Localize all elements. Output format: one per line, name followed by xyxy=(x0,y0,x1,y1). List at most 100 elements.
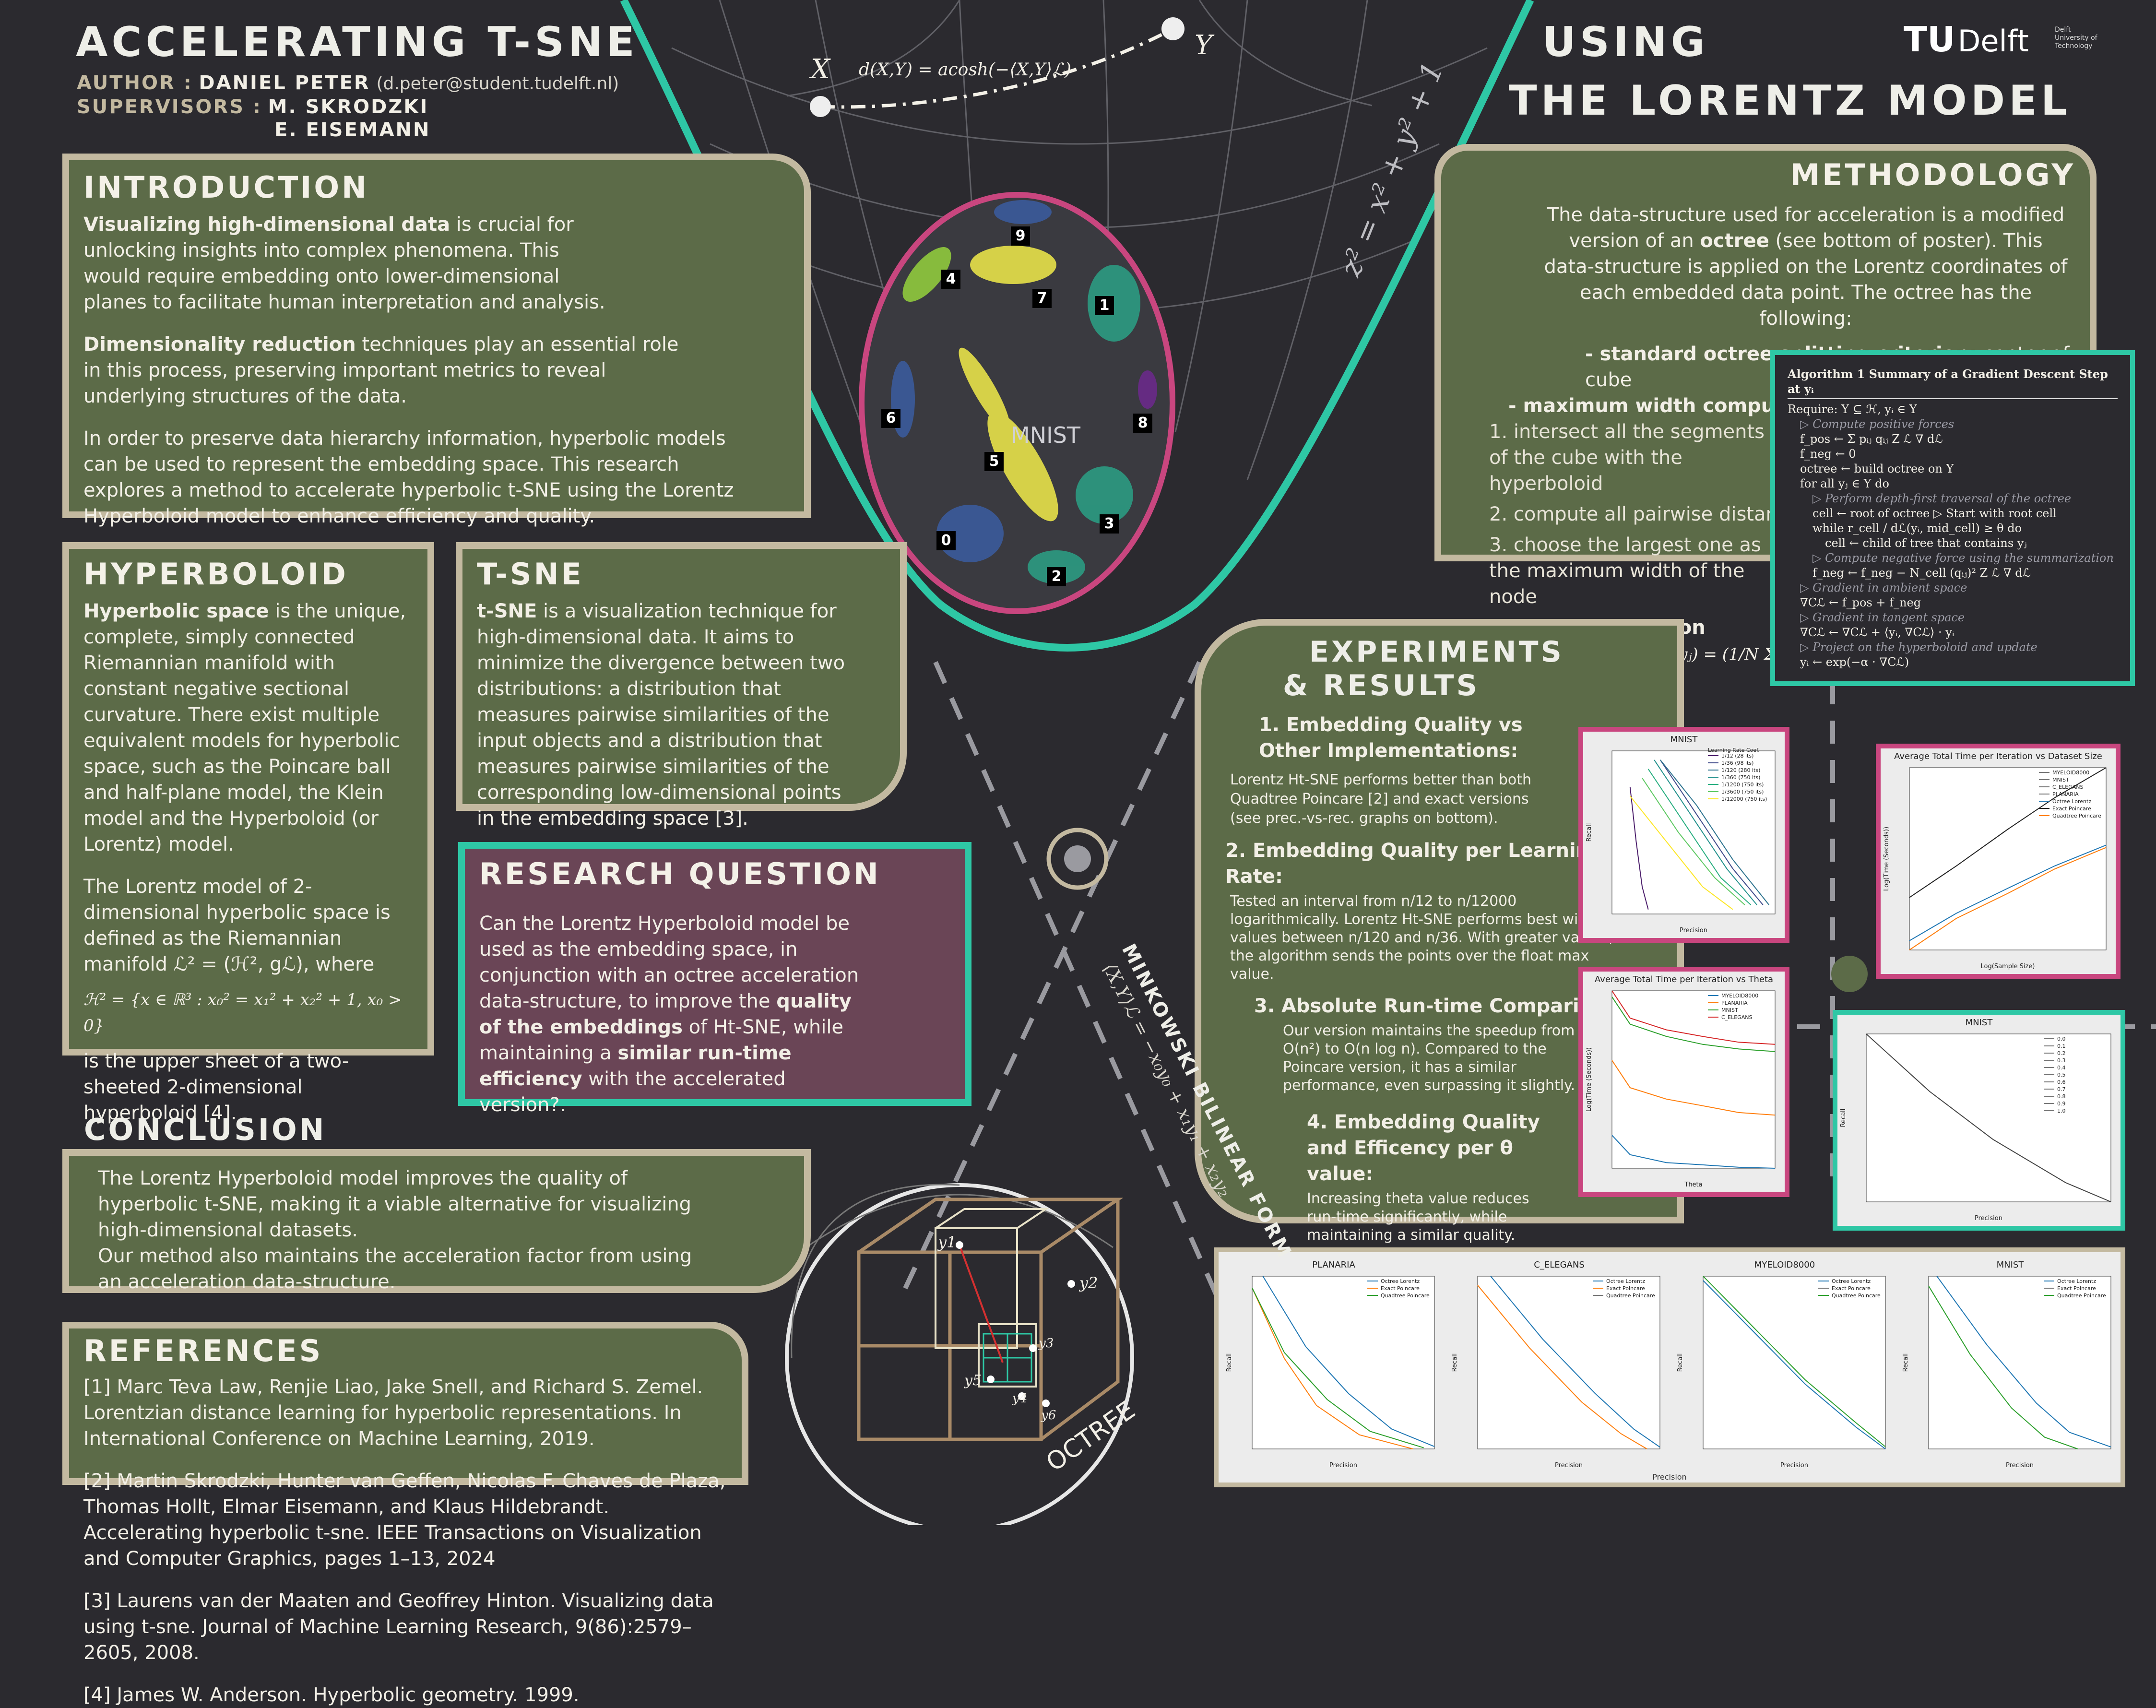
x-axis-label: Precision xyxy=(1975,1215,2002,1222)
series-line xyxy=(1659,759,1770,905)
legend-label: 0.1 xyxy=(2057,1043,2066,1049)
algorithm-line: ▷ Compute negative force using the summa… xyxy=(1812,551,2114,565)
experiments-panel: EXPERIMENTS & RESULTS 1. Embedding Quali… xyxy=(1195,619,1684,1244)
algorithm-line: ∇Cℒ ← ∇Cℒ + ⟨yᵢ, ∇Cℒ⟩ · yᵢ xyxy=(1800,626,1955,639)
x-axis-label: Precision xyxy=(1680,927,1707,934)
series-line xyxy=(1654,759,1757,905)
tudelft-logo: TU Delft Delft University of Technology xyxy=(1904,19,2097,62)
legend-label: MYELOID8000 xyxy=(1721,993,1758,999)
exp-3-text: Our version maintains the speedup from O… xyxy=(1283,1022,1576,1094)
legend-label: 1/360 (750 its) xyxy=(1721,774,1760,781)
legend-label: 0.9 xyxy=(2057,1101,2066,1107)
y-axis-label: Recall xyxy=(1840,1109,1847,1127)
intro-bold-2: Dimensionality reduction xyxy=(83,333,356,356)
legend-label: C_ELEGANS xyxy=(1721,1014,1752,1020)
legend-label: Quadtree Poincare xyxy=(2052,813,2101,819)
tsne-heading: T-SNE xyxy=(477,557,584,592)
legend-label: MNIST xyxy=(2052,777,2069,783)
reference-item: [2] Martin Skrodzki, Hunter van Geffen, … xyxy=(83,1470,726,1570)
references-panel: REFERENCES [1] Marc Teva Law, Renjie Lia… xyxy=(62,1322,748,1706)
legend-label: Exact Poincare xyxy=(1381,1285,1420,1292)
algorithm-line: while r_cell / dℒ(yᵢ, mid_cell) ≥ θ do xyxy=(1812,522,2022,535)
legend-label: Octree Lorentz xyxy=(1832,1278,1871,1284)
y-axis-label: Recall xyxy=(1677,1353,1684,1372)
research-question-text: Can the Lorentz Hyperboloid model be use… xyxy=(479,911,877,1118)
series-line xyxy=(1647,769,1752,905)
series-line xyxy=(1611,996,1776,1052)
algorithm-line: ▷ Project on the hyperboloid and update xyxy=(1800,640,2038,654)
supervisors-line: SUPERVISORS : M. SKRODZKI xyxy=(77,96,428,118)
series-line xyxy=(1909,844,2107,941)
author-label: AUTHOR : xyxy=(77,72,193,94)
series-line xyxy=(1642,778,1745,905)
digit-label: 8 xyxy=(1133,414,1152,433)
methodology-step: 3. choose the largest one as the maximum… xyxy=(1489,534,1761,608)
introduction-heading: INTRODUCTION xyxy=(83,170,369,205)
legend-label: Octree Lorentz xyxy=(2057,1278,2096,1284)
legend-label: MYELOID8000 xyxy=(2052,770,2089,776)
digit-label: 6 xyxy=(881,409,900,428)
chart-title: MNIST xyxy=(1965,1018,1993,1028)
exp-2-title: 2. Embedding Quality per Learning Rate: xyxy=(1225,840,1603,888)
poster-title-right-2: THE LORENTZ MODEL xyxy=(1509,77,2071,125)
chart-title: Average Total Time per Iteration vs Thet… xyxy=(1594,974,1774,984)
series-line xyxy=(1630,795,1733,910)
bottom-charts-panel: PLANARIA Octree Lorentz Exact Poincare Qua… xyxy=(1214,1247,2125,1487)
chart-theta-quality: MNIST 0.0 0.1 0.2 0.3 0.4 0.5 0.6 0.7 0.8 0.9 1.0 P… xyxy=(1833,1010,2125,1231)
series-line xyxy=(1611,990,1776,1045)
method-intro-bold: octree xyxy=(1700,230,1769,252)
author-line: AUTHOR : DANIEL PETER (d.peter@student.t… xyxy=(77,72,619,94)
algorithm-line: ∇Cℒ ← f_pos + f_neg xyxy=(1800,596,1921,609)
exp-3-title: 3. Absolute Run-time Comparison: xyxy=(1254,995,1625,1017)
chart-title: C_ELEGANS xyxy=(1534,1260,1585,1270)
hyperboloid-bold: Hyperbolic space xyxy=(83,600,269,622)
hyperboloid-p3: is the upper sheet of a two-sheeted 2-di… xyxy=(83,1050,349,1124)
methodology-intro: The data-structure used for acceleration… xyxy=(1542,202,2070,332)
series-line xyxy=(1909,847,2107,950)
legend-label: 0.3 xyxy=(2057,1057,2066,1064)
y-axis-label: Recall xyxy=(1451,1353,1458,1372)
series-line xyxy=(1252,1288,1413,1449)
chart-title: MYELOID8000 xyxy=(1754,1260,1815,1270)
series-line xyxy=(1659,759,1764,905)
x-axis-label: Precision xyxy=(1329,1462,1357,1469)
logo-delft: Delft xyxy=(1957,24,2029,59)
series-line xyxy=(1928,1285,2078,1449)
legend-label: PLANARIA xyxy=(1721,1000,1748,1006)
y-axis-label: Recall xyxy=(1902,1353,1909,1372)
introduction-p2: Dimensionality reduction techniques play… xyxy=(83,332,698,409)
plot-area xyxy=(1611,990,1776,1169)
conclusion-heading: CONCLUSION xyxy=(84,1112,327,1147)
chart-title: MNIST xyxy=(1670,735,1698,745)
bottom-chart-myeloid: MYELOID8000 Octree Lorentz Exact Poincare… xyxy=(1674,1257,1895,1473)
algorithm-line: cell ← child of tree that contains yⱼ xyxy=(1825,536,2027,550)
legend-label: PLANARIA xyxy=(2052,791,2079,797)
series-line xyxy=(1611,1135,1776,1169)
legend-label: C_ELEGANS xyxy=(2052,784,2083,790)
tsne-text: is a visualization technique for high-di… xyxy=(477,600,845,830)
series-line xyxy=(1252,1288,1424,1448)
experiments-heading-2: & RESULTS xyxy=(1283,669,1480,702)
algorithm-lines: Require: Y ⊆ ℋ, yᵢ ∈ Y ▷ Compute positive… xyxy=(1788,402,2118,670)
algorithm-line: octree ← build octree on Y xyxy=(1800,462,1954,475)
method-intro-2: (see bottom of poster). This data-struct… xyxy=(1544,230,2068,330)
intro-text-2: techniques play an essential role in thi… xyxy=(83,333,679,407)
legend-label: 1/12 (28 its) xyxy=(1721,753,1753,759)
legend-label: Exact Poincare xyxy=(2052,806,2091,812)
digit-label: 0 xyxy=(936,531,956,550)
legend-label: Quadtree Poincare xyxy=(1832,1293,1881,1299)
octree-point-label: y3 xyxy=(1039,1336,1054,1351)
algorithm-box: Algorithm 1 Summary of a Gradient Descen… xyxy=(1770,350,2135,686)
series-line xyxy=(1477,1285,1647,1449)
legend-label: Exact Poincare xyxy=(1606,1285,1645,1292)
method-intro-1: The data-structure used for acceleration… xyxy=(1547,204,2065,252)
conclusion-panel: The Lorentz Hyperboloid model improves t… xyxy=(62,1149,811,1293)
introduction-panel: INTRODUCTION Visualizing high-dimensiona… xyxy=(62,154,811,527)
poster-title-right-1: USING xyxy=(1542,18,1709,66)
supervisor-2: E. EISEMANN xyxy=(274,119,431,141)
legend-label: 1/3600 (750 its) xyxy=(1721,789,1764,795)
plot-area xyxy=(1866,1033,2111,1202)
rq-text-1: Can the Lorentz Hyperboloid model be use… xyxy=(479,913,859,1012)
algorithm-line: ▷ Perform depth-first traversal of the o… xyxy=(1812,492,2072,505)
y-axis-label: Recall xyxy=(1586,823,1593,842)
